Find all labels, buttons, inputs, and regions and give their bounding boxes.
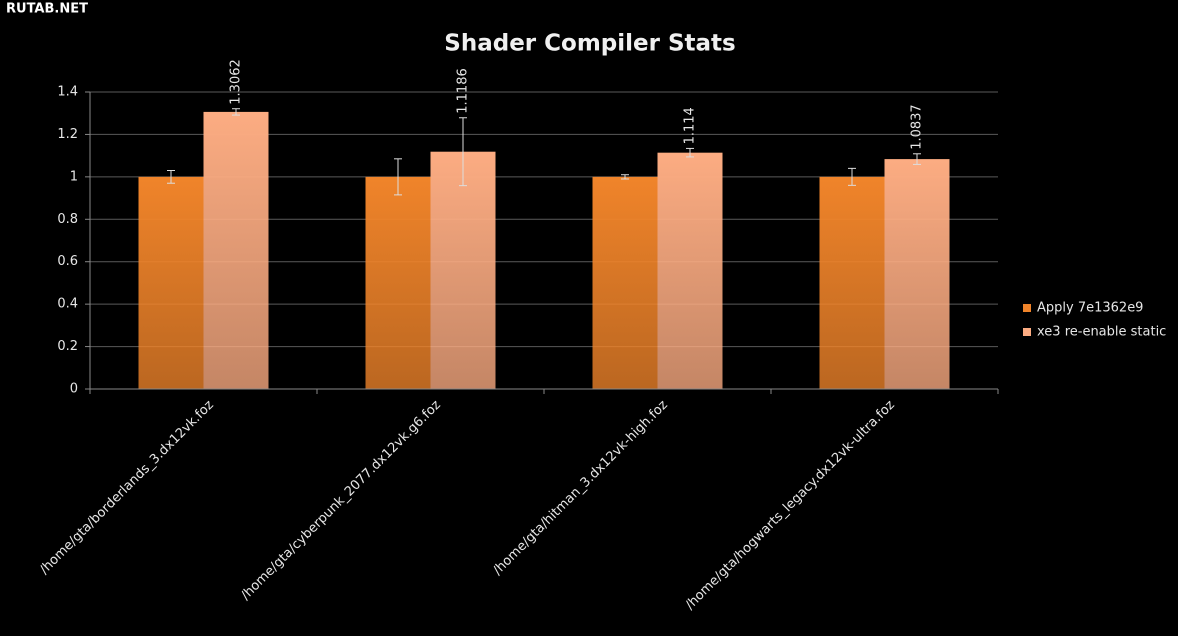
error-bar [848, 167, 856, 186]
y-tick-label: 0.4 [57, 297, 78, 312]
y-tick-label: 1 [70, 169, 78, 184]
error-bar [459, 117, 467, 187]
error-bar [394, 158, 402, 196]
watermark: RUTAB.NET [6, 2, 88, 17]
y-tick-label: 1.2 [57, 127, 78, 142]
bar [203, 111, 269, 390]
value-label: 1.3062 [229, 59, 244, 105]
legend-label: Apply 7e1362e9 [1037, 301, 1143, 316]
legend-swatch [1023, 304, 1031, 312]
error-bar [913, 153, 921, 165]
bar [592, 176, 658, 389]
y-tick-label: 1.4 [57, 85, 78, 100]
bar [819, 176, 885, 389]
value-label: 1.114 [683, 107, 698, 144]
legend-label: xe3 re-enable static [1037, 325, 1166, 340]
bar [138, 176, 204, 389]
y-tick-label: 0 [70, 382, 78, 397]
error-bar [232, 108, 240, 116]
chart-title: Shader Compiler Stats [444, 31, 735, 57]
error-bar [167, 169, 175, 184]
legend-swatch [1023, 328, 1031, 336]
y-tick-label: 0.8 [57, 212, 78, 227]
error-bar [686, 147, 694, 158]
value-label: 1.0837 [910, 104, 925, 150]
error-bar [621, 174, 629, 180]
value-label: 1.1186 [456, 68, 471, 114]
y-tick-label: 0.2 [57, 339, 78, 354]
bar [430, 151, 496, 389]
bar [365, 176, 431, 389]
y-tick-label: 0.6 [57, 254, 78, 269]
bar [657, 152, 723, 389]
bar [884, 159, 950, 389]
